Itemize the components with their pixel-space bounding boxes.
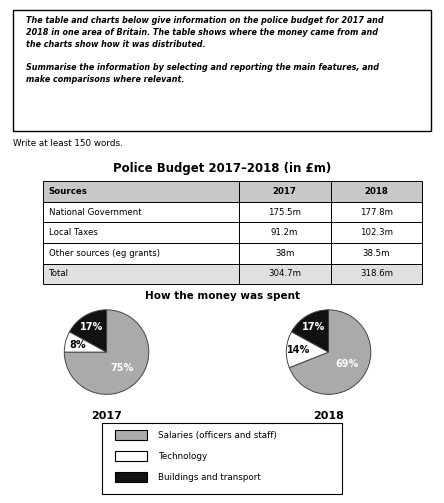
Text: 2018: 2018 [313,411,344,421]
Bar [115,472,147,482]
Text: 75%: 75% [111,363,134,373]
Text: 2017: 2017 [273,187,297,196]
Text: Police Budget 2017–2018 (in £m): Police Budget 2017–2018 (in £m) [113,162,331,175]
Bar [239,202,330,222]
Bar [239,181,330,202]
Text: 91.2m: 91.2m [271,228,298,237]
Text: 14%: 14% [287,345,311,355]
Bar [43,202,239,222]
Wedge shape [64,310,149,394]
Text: 8%: 8% [70,340,86,350]
Bar [43,243,239,264]
Wedge shape [64,332,107,352]
Text: 175.5m: 175.5m [268,208,301,216]
Text: 38.5m: 38.5m [363,249,390,258]
Bar [330,202,422,222]
Text: How the money was spent: How the money was spent [144,291,300,300]
Text: Salaries (officers and staff): Salaries (officers and staff) [158,431,277,440]
Bar [239,264,330,284]
FancyBboxPatch shape [13,10,431,131]
Text: 17%: 17% [80,322,103,332]
Text: 69%: 69% [335,360,358,369]
Bar [115,431,147,440]
Text: Other sources (eg grants): Other sources (eg grants) [49,249,160,258]
Text: 304.7m: 304.7m [268,270,301,278]
Text: 102.3m: 102.3m [360,228,393,237]
Text: 38m: 38m [275,249,294,258]
Bar [43,181,239,202]
Text: The table and charts below give information on the police budget for 2017 and
20: The table and charts below give informat… [26,16,384,84]
Bar [115,451,147,461]
Bar [330,222,422,243]
Wedge shape [292,310,329,352]
Text: National Government: National Government [49,208,142,216]
Text: 177.8m: 177.8m [360,208,393,216]
Text: 2017: 2017 [91,411,122,421]
Text: 2018: 2018 [365,187,388,196]
Wedge shape [70,310,107,352]
Text: Total: Total [49,270,69,278]
Text: Technology: Technology [158,452,207,461]
Text: Write at least 150 words.: Write at least 150 words. [13,139,123,148]
Bar [330,181,422,202]
Bar [330,243,422,264]
Text: 17%: 17% [302,322,325,332]
FancyBboxPatch shape [102,423,342,494]
Wedge shape [289,310,371,394]
Bar [330,264,422,284]
Bar [43,264,239,284]
Wedge shape [286,332,329,368]
Text: Local Taxes: Local Taxes [49,228,98,237]
Bar [239,222,330,243]
Text: Sources: Sources [49,187,87,196]
Bar [239,243,330,264]
Text: Buildings and transport: Buildings and transport [158,472,261,481]
Bar [43,222,239,243]
Text: 318.6m: 318.6m [360,270,393,278]
